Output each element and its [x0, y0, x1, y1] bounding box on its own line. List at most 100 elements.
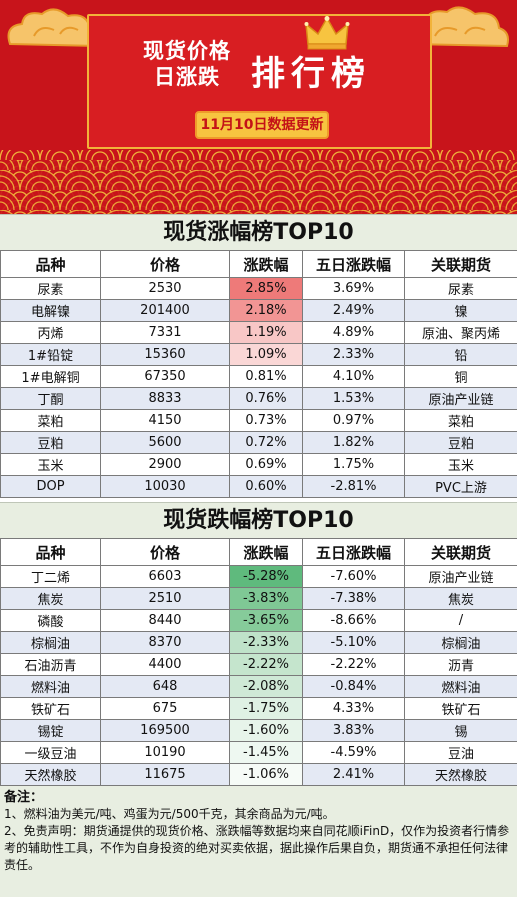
- title-line-2: 日涨跌: [154, 65, 220, 89]
- cell-variety: 一级豆油: [0, 741, 101, 764]
- col-header-five-day-change: 五日涨跌幅: [302, 250, 405, 278]
- title-big: 排行榜: [251, 54, 371, 94]
- col-header-price: 价格: [100, 250, 230, 278]
- cell-price: 5600: [100, 431, 230, 454]
- cell-variety: 石油沥青: [0, 653, 101, 676]
- cell-five-day-change: -0.84%: [302, 675, 405, 698]
- cell-variety: 丁二烯: [0, 565, 101, 588]
- cell-five-day-change: -7.60%: [302, 565, 405, 588]
- title-lines: 现货价格 日涨跌: [143, 38, 231, 90]
- cell-price: 648: [100, 675, 230, 698]
- cell-change: -2.22%: [229, 653, 303, 676]
- cell-price: 10190: [100, 741, 230, 764]
- cell-related-futures: 棕榈油: [404, 631, 517, 654]
- cell-change: 0.60%: [229, 475, 303, 498]
- table-row: 锡锭 169500 -1.60% 3.83% 锡: [0, 719, 517, 742]
- col-header-variety: 品种: [0, 250, 101, 278]
- cell-related-futures: 豆油: [404, 741, 517, 764]
- table-row: 尿素 2530 2.85% 3.69% 尿素: [0, 277, 517, 300]
- table-row: 燃料油 648 -2.08% -0.84% 燃料油: [0, 675, 517, 698]
- cell-variety: 尿素: [0, 277, 101, 300]
- cell-variety: 菜粕: [0, 409, 101, 432]
- cell-change: -2.33%: [229, 631, 303, 654]
- table-row: 丁酮 8833 0.76% 1.53% 原油产业链: [0, 387, 517, 410]
- notes-line-1: 1、燃料油为美元/吨、鸡蛋为元/500千克，其余商品为元/吨。: [4, 807, 335, 821]
- table-row: 丙烯 7331 1.19% 4.89% 原油、聚丙烯: [0, 321, 517, 344]
- cell-related-futures: 铅: [404, 343, 517, 366]
- cell-price: 6603: [100, 565, 230, 588]
- col-header-five-day-change: 五日涨跌幅: [302, 538, 405, 566]
- cell-price: 2900: [100, 453, 230, 476]
- cell-price: 15360: [100, 343, 230, 366]
- table-row: 玉米 2900 0.69% 1.75% 玉米: [0, 453, 517, 476]
- cell-price: 11675: [100, 763, 230, 786]
- cell-five-day-change: 0.97%: [302, 409, 405, 432]
- cell-change: 0.76%: [229, 387, 303, 410]
- cell-price: 67350: [100, 365, 230, 388]
- table-row: 磷酸 8440 -3.65% -8.66% /: [0, 609, 517, 632]
- cell-five-day-change: -2.22%: [302, 653, 405, 676]
- cell-price: 4400: [100, 653, 230, 676]
- cell-variety: 铁矿石: [0, 697, 101, 720]
- notes-section: 备注： 1、燃料油为美元/吨、鸡蛋为元/500千克，其余商品为元/吨。 2、免责…: [0, 785, 517, 897]
- crown-icon: [304, 16, 350, 50]
- table-header-row: 品种 价格 涨跌幅 五日涨跌幅 关联期货: [0, 250, 517, 278]
- cell-five-day-change: 3.83%: [302, 719, 405, 742]
- cell-change: 2.85%: [229, 277, 303, 300]
- cell-related-futures: 天然橡胶: [404, 763, 517, 786]
- cell-related-futures: 焦炭: [404, 587, 517, 610]
- cell-price: 675: [100, 697, 230, 720]
- col-header-price: 价格: [100, 538, 230, 566]
- cell-five-day-change: -4.59%: [302, 741, 405, 764]
- table-row: 电解镍 201400 2.18% 2.49% 镍: [0, 299, 517, 322]
- cell-variety: DOP: [0, 475, 101, 498]
- cell-price: 2530: [100, 277, 230, 300]
- cell-variety: 天然橡胶: [0, 763, 101, 786]
- cell-variety: 磷酸: [0, 609, 101, 632]
- cell-variety: 玉米: [0, 453, 101, 476]
- cell-change: -3.65%: [229, 609, 303, 632]
- cell-price: 201400: [100, 299, 230, 322]
- table-row: DOP 10030 0.60% -2.81% PVC上游: [0, 475, 517, 498]
- cell-five-day-change: -5.10%: [302, 631, 405, 654]
- cell-related-futures: /: [404, 609, 517, 632]
- cell-variety: 电解镍: [0, 299, 101, 322]
- cell-five-day-change: 4.89%: [302, 321, 405, 344]
- cell-five-day-change: 1.82%: [302, 431, 405, 454]
- cell-price: 8833: [100, 387, 230, 410]
- cell-change: 0.81%: [229, 365, 303, 388]
- wave-pattern-decoration: [0, 150, 517, 214]
- cell-change: -1.06%: [229, 763, 303, 786]
- cell-five-day-change: -8.66%: [302, 609, 405, 632]
- cell-price: 2510: [100, 587, 230, 610]
- cell-related-futures: 燃料油: [404, 675, 517, 698]
- cell-related-futures: 玉米: [404, 453, 517, 476]
- cell-price: 169500: [100, 719, 230, 742]
- cell-related-futures: 菜粕: [404, 409, 517, 432]
- table-row: 菜粕 4150 0.73% 0.97% 菜粕: [0, 409, 517, 432]
- cell-price: 7331: [100, 321, 230, 344]
- table-header-row: 品种 价格 涨跌幅 五日涨跌幅 关联期货: [0, 538, 517, 566]
- cell-change: -1.75%: [229, 697, 303, 720]
- table-row: 豆粕 5600 0.72% 1.82% 豆粕: [0, 431, 517, 454]
- cell-five-day-change: 3.69%: [302, 277, 405, 300]
- col-header-related-futures: 关联期货: [404, 250, 517, 278]
- cell-related-futures: 锡: [404, 719, 517, 742]
- cell-related-futures: 铁矿石: [404, 697, 517, 720]
- cell-price: 8370: [100, 631, 230, 654]
- cell-five-day-change: 2.33%: [302, 343, 405, 366]
- cell-variety: 丙烯: [0, 321, 101, 344]
- cell-five-day-change: -7.38%: [302, 587, 405, 610]
- cell-variety: 锡锭: [0, 719, 101, 742]
- table-row: 丁二烯 6603 -5.28% -7.60% 原油产业链: [0, 565, 517, 588]
- cell-variety: 丁酮: [0, 387, 101, 410]
- cell-related-futures: 原油产业链: [404, 387, 517, 410]
- col-header-change: 涨跌幅: [229, 250, 303, 278]
- cell-change: -5.28%: [229, 565, 303, 588]
- table-row: 1#铅锭 15360 1.09% 2.33% 铅: [0, 343, 517, 366]
- cell-five-day-change: 2.41%: [302, 763, 405, 786]
- date-badge: 11月10日数据更新: [195, 111, 329, 139]
- cell-related-futures: 铜: [404, 365, 517, 388]
- cell-change: -3.83%: [229, 587, 303, 610]
